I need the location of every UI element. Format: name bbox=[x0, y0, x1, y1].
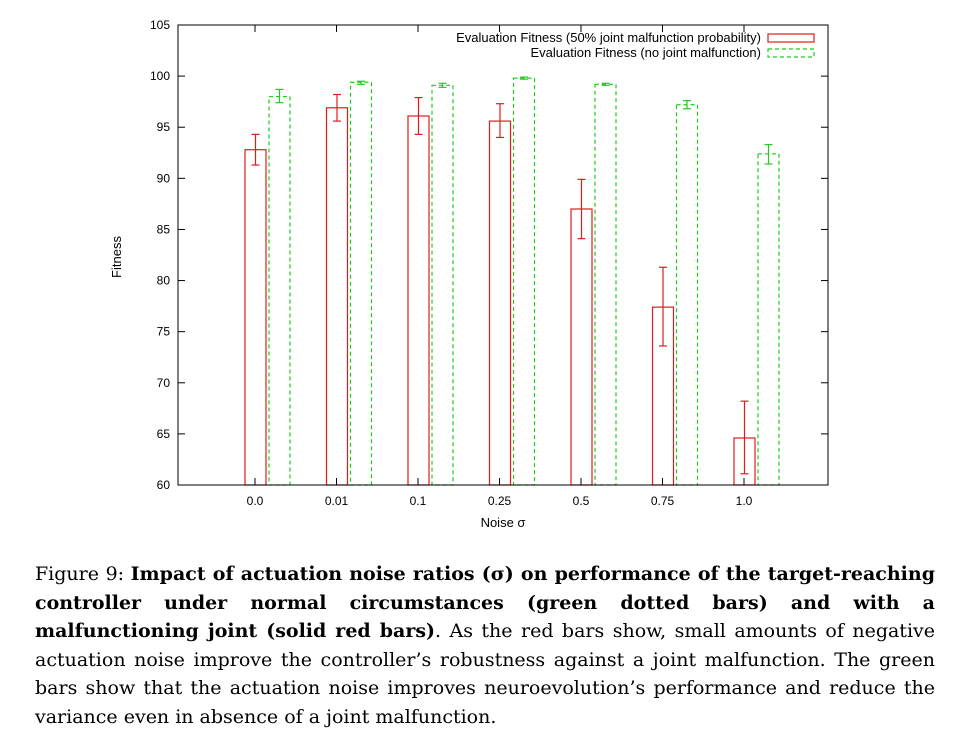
x-tick-label: 0.01 bbox=[325, 494, 349, 508]
legend-swatch bbox=[767, 48, 815, 58]
y-tick-label: 90 bbox=[157, 171, 171, 185]
error-bar bbox=[764, 144, 773, 165]
error-bar bbox=[740, 400, 749, 475]
error-bar bbox=[496, 103, 504, 139]
x-tick-label: 0.5 bbox=[573, 494, 590, 508]
error-bar bbox=[659, 266, 667, 347]
bar-chart: 60 65 70 75 80 85 90 95 100 105 0.0 0.01 0.1 0.25 0.5… bbox=[109, 18, 829, 530]
bar-malfunction bbox=[570, 208, 593, 486]
y-tick-label: 100 bbox=[150, 69, 170, 83]
x-tick-label: 1.0 bbox=[736, 494, 753, 508]
bar-malfunction bbox=[407, 115, 430, 486]
y-tick-label: 80 bbox=[157, 274, 171, 288]
legend-swatch bbox=[767, 33, 815, 43]
caption-label: Figure 9: bbox=[35, 563, 131, 585]
y-tick-label: 95 bbox=[157, 120, 171, 134]
y-tick-label: 60 bbox=[157, 478, 171, 492]
bars-layer bbox=[244, 76, 780, 486]
x-tick-label: 0.1 bbox=[410, 494, 427, 508]
x-tick-label: 0.25 bbox=[488, 494, 512, 508]
y-axis-label: Fitness bbox=[109, 236, 124, 278]
bar-no-malfunction bbox=[594, 83, 617, 486]
figure-caption: Figure 9: Impact of actuation noise rati… bbox=[35, 560, 935, 731]
x-axis-ticks: 0.0 0.01 0.1 0.25 0.5 0.75 1.0 bbox=[247, 25, 753, 508]
bar-malfunction bbox=[488, 120, 512, 486]
legend-entry-label: Evaluation Fitness (50% joint malfunctio… bbox=[456, 30, 761, 45]
legend: Evaluation Fitness (50% joint malfunctio… bbox=[456, 30, 815, 60]
error-bar bbox=[251, 133, 260, 166]
caption-bold-text: Impact of actuation noise ratios (σ) on … bbox=[35, 563, 935, 642]
error-bar bbox=[333, 93, 341, 122]
bar-no-malfunction bbox=[512, 77, 536, 486]
bar-no-malfunction bbox=[675, 104, 699, 486]
legend-entry-label: Evaluation Fitness (no joint malfunction… bbox=[530, 45, 761, 60]
x-tick-label: 0.0 bbox=[247, 494, 264, 508]
y-tick-label: 65 bbox=[157, 427, 171, 441]
error-bar bbox=[275, 88, 284, 104]
bar-malfunction bbox=[325, 107, 349, 486]
y-tick-label: 75 bbox=[157, 325, 171, 339]
y-tick-label: 85 bbox=[157, 222, 171, 236]
bar-no-malfunction bbox=[349, 81, 373, 486]
error-bar bbox=[683, 100, 691, 110]
error-bar bbox=[577, 178, 586, 240]
bar-no-malfunction bbox=[757, 153, 780, 486]
error-bar bbox=[438, 82, 447, 88]
error-bar bbox=[357, 80, 365, 85]
y-axis-ticks: 60 65 70 75 80 85 90 95 100 105 bbox=[150, 18, 828, 492]
caption-body-text: . As the red bars show, small amounts of… bbox=[35, 620, 935, 728]
bar-malfunction bbox=[244, 149, 267, 486]
x-tick-label: 0.75 bbox=[651, 494, 675, 508]
error-bar bbox=[601, 82, 610, 86]
y-tick-label: 105 bbox=[150, 18, 170, 32]
plot-frame bbox=[177, 24, 829, 486]
error-bar bbox=[414, 96, 423, 135]
x-axis-label: Noise σ bbox=[481, 515, 526, 530]
bar-no-malfunction bbox=[268, 95, 291, 486]
bar-no-malfunction bbox=[431, 84, 454, 486]
y-tick-label: 70 bbox=[157, 376, 171, 390]
error-bar bbox=[520, 76, 528, 80]
